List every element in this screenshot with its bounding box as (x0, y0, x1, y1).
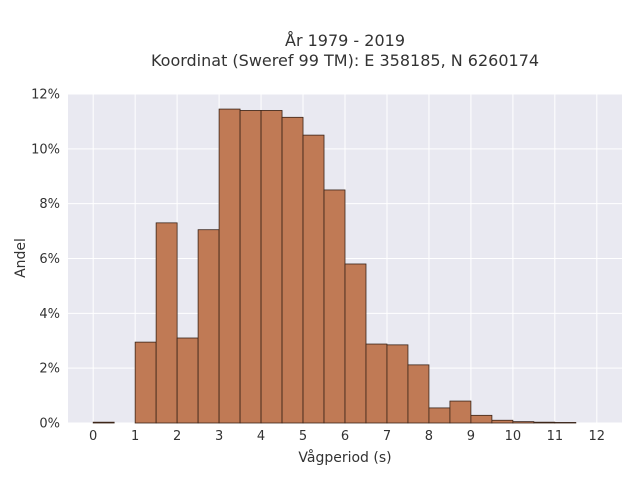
x-tick-label: 12 (589, 429, 606, 444)
histogram-bar (323, 189, 346, 424)
y-tick-label: 8% (39, 197, 60, 212)
histogram-bar (218, 108, 241, 424)
x-tick-label: 8 (425, 429, 433, 444)
histogram-bar (134, 341, 157, 424)
x-tick-label: 2 (173, 429, 181, 444)
y-tick-label: 10% (31, 142, 60, 157)
histogram-bar (302, 134, 325, 424)
histogram-bar (428, 407, 451, 424)
histogram-bar (260, 110, 283, 424)
histogram-bar (92, 421, 115, 424)
histogram-bar (407, 364, 430, 424)
histogram-bar (533, 421, 556, 424)
x-tick-label: 3 (215, 429, 223, 444)
y-tick-label: 4% (39, 307, 60, 322)
x-tick-label: 10 (505, 429, 522, 444)
y-tick-label: 12% (31, 88, 60, 103)
histogram-bar (554, 422, 577, 424)
y-tick-label: 6% (39, 252, 60, 267)
chart-title-line1: År 1979 - 2019 (285, 31, 405, 50)
histogram-bar (365, 343, 388, 424)
y-tick-label: 0% (39, 417, 60, 432)
chart-title-line2: Koordinat (Sweref 99 TM): E 358185, N 62… (151, 51, 539, 70)
histogram-bar (197, 229, 220, 424)
histogram-bar (491, 419, 514, 424)
bars (92, 108, 577, 424)
histogram-bar (449, 400, 472, 424)
x-tick-label: 5 (299, 429, 307, 444)
x-axis-ticks: 0 1 2 3 4 5 6 7 8 9 10 11 12 (89, 429, 605, 444)
histogram-bar (155, 222, 178, 424)
x-axis-label: Vågperiod (s) (298, 449, 391, 466)
x-tick-label: 11 (547, 429, 564, 444)
histogram-bar (512, 421, 535, 424)
x-tick-label: 6 (341, 429, 349, 444)
histogram-bar (344, 263, 367, 424)
x-tick-label: 4 (257, 429, 265, 444)
histogram-bar (281, 116, 304, 424)
y-axis-ticks: 0% 2% 4% 6% 8% 10% 12% (31, 88, 60, 432)
histogram-bar (176, 337, 199, 424)
x-tick-label: 7 (383, 429, 391, 444)
histogram-bar (239, 110, 262, 424)
x-tick-label: 9 (467, 429, 475, 444)
x-tick-label: 1 (131, 429, 139, 444)
x-tick-label: 0 (89, 429, 97, 444)
y-axis-label: Andel (13, 238, 29, 278)
histogram-bar (386, 344, 409, 424)
y-tick-label: 2% (39, 362, 60, 377)
histogram-bar (470, 414, 493, 424)
